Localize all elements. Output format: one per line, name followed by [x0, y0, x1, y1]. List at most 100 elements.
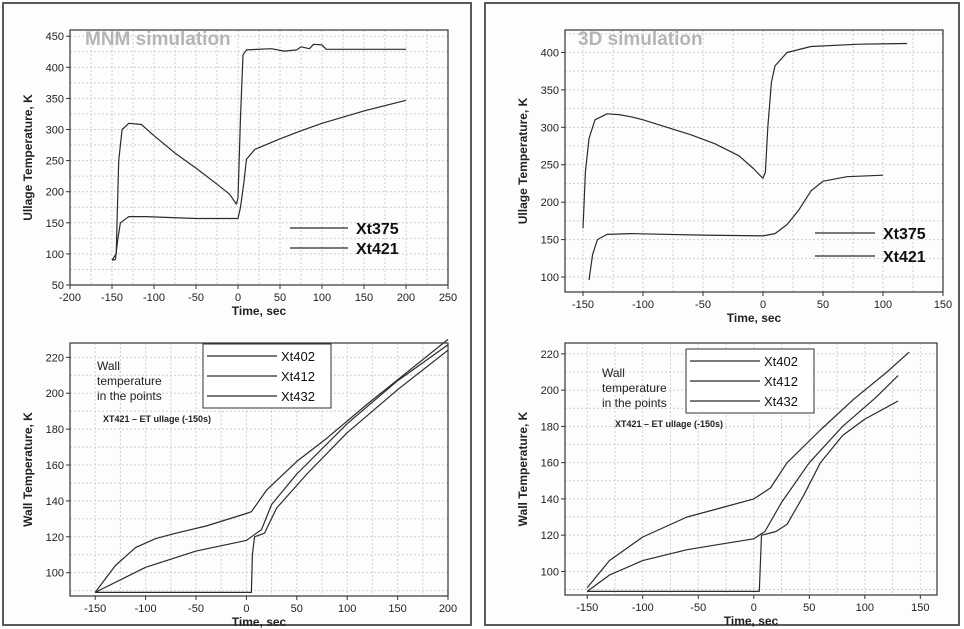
3d-wall-legend-label: Xt412 [764, 374, 798, 389]
mnm-wall-y-tick-label: 180 [46, 424, 64, 436]
3d-wall-y-tick-label: 220 [541, 349, 559, 361]
3d-ullage-y-axis-label: Ullage Temperature, K [516, 97, 530, 224]
3d-ullage-y-tick-label: 350 [541, 85, 559, 97]
3d-wall-legend-label: Xt432 [764, 394, 798, 409]
3d-wall-plot-frame [564, 342, 938, 596]
mnm-wall-annotation-line: in the points [97, 389, 162, 403]
mnm-wall-series-xt432 [95, 349, 449, 594]
mnm-ullage-x-tick-label: -200 [59, 292, 81, 304]
3d-ullage-x-axis-label: Time, sec [727, 311, 782, 325]
3d-ullage-x-tick-label: -100 [632, 299, 654, 311]
3d-ullage-series-xt375 [582, 42, 908, 229]
3d-ullage-x-tick-label: 0 [760, 299, 766, 311]
mnm-ullage-x-tick-label: 50 [274, 292, 286, 304]
mnm-ullage-x-axis-label: Time, sec [232, 304, 287, 318]
mnm-ullage-series-xt421 [111, 99, 407, 261]
mnm-ullage-y-tick-label: 350 [46, 93, 64, 105]
mnm-ullage-y-tick-label: 250 [46, 156, 64, 168]
3d-wall-x-tick-label: 100 [856, 602, 874, 614]
3d-ullage-series-xt421 [588, 174, 884, 281]
mnm-wall-legend-label: Xt402 [281, 349, 315, 364]
mnm-ullage-x-tick-label: -100 [143, 292, 165, 304]
mnm-ullage-y-tick-label: 50 [52, 280, 64, 292]
mnm-ullage-y-tick-label: 150 [46, 218, 64, 230]
3d-simulation-panel [484, 2, 960, 626]
3d-ullage-x-tick-label: -150 [572, 299, 594, 311]
mnm-wall-y-tick-label: 120 [46, 532, 64, 544]
mnm-ullage-title: MNM simulation [85, 29, 231, 50]
mnm-wall-annotation-line: Wall [97, 359, 120, 373]
mnm-wall-annotation-note: XT421 – ET ullage (-150s) [103, 414, 211, 424]
mnm-wall-y-tick-label: 160 [46, 460, 64, 472]
mnm-wall-y-tick-label: 100 [46, 568, 64, 580]
mnm-wall-x-tick-label: 150 [388, 603, 406, 615]
3d-wall-legend-label: Xt402 [764, 354, 798, 369]
mnm-wall-x-tick-label: -100 [135, 603, 157, 615]
3d-ullage-y-tick-label: 150 [541, 235, 559, 247]
mnm-wall-x-tick-label: -50 [188, 603, 204, 615]
mnm-ullage-x-tick-label: 250 [439, 292, 457, 304]
3d-wall-x-tick-label: -150 [576, 602, 598, 614]
3d-ullage-plot-frame [564, 29, 944, 293]
mnm-ullage-y-axis-label: Ullage Temperature, K [21, 94, 35, 221]
mnm-ullage-x-tick-label: 100 [313, 292, 331, 304]
3d-wall-annotation-line: temperature [602, 381, 667, 395]
mnm-ullage-y-tick-label: 400 [46, 62, 64, 74]
mnm-ullage-series-xt375 [111, 43, 406, 261]
3d-ullage-title: 3D simulation [578, 29, 703, 50]
mnm-ullage-legend-label: Xt421 [356, 241, 399, 258]
3d-wall-y-tick-label: 140 [541, 494, 559, 506]
3d-wall-x-axis-label: Time, sec [724, 614, 779, 628]
mnm-wall-plot-frame [69, 342, 449, 597]
mnm-wall-x-tick-label: 50 [291, 603, 303, 615]
mnm-wall-y-axis-label: Wall Temperature, K [21, 412, 35, 527]
mnm-wall-x-tick-label: -150 [84, 603, 106, 615]
3d-wall-y-tick-label: 180 [541, 421, 559, 433]
3d-ullage-x-tick-label: 150 [934, 299, 952, 311]
3d-ullage-y-tick-label: 200 [541, 197, 559, 209]
mnm-ullage-y-tick-label: 450 [46, 31, 64, 43]
mnm-wall-x-tick-label: 0 [243, 603, 249, 615]
mnm-ullage-x-tick-label: -50 [188, 292, 204, 304]
3d-wall-y-tick-label: 100 [541, 566, 559, 578]
mnm-ullage-legend-label: Xt375 [356, 221, 399, 238]
mnm-ullage-x-tick-label: 0 [235, 292, 241, 304]
3d-ullage-x-tick-label: 100 [874, 299, 892, 311]
mnm-ullage-y-tick-label: 200 [46, 187, 64, 199]
3d-wall-x-tick-label: -50 [690, 602, 706, 614]
3d-wall-y-tick-label: 120 [541, 530, 559, 542]
3d-wall-annotation-line: Wall [602, 366, 625, 380]
3d-wall-annotation-note: XT421 – ET ullage (-150s) [615, 419, 723, 429]
mnm-ullage-x-tick-label: 200 [397, 292, 415, 304]
mnm-wall-x-tick-label: 100 [338, 603, 356, 615]
3d-ullage-y-tick-label: 300 [541, 122, 559, 134]
3d-wall-series-xt432 [587, 400, 899, 593]
3d-ullage-x-tick-label: 50 [817, 299, 829, 311]
3d-wall-y-tick-label: 200 [541, 385, 559, 397]
mnm-simulation-panel [2, 2, 472, 626]
mnm-ullage-x-tick-label: -150 [101, 292, 123, 304]
mnm-wall-legend-label: Xt412 [281, 369, 315, 384]
3d-wall-x-tick-label: 50 [803, 602, 815, 614]
3d-ullage-legend-label: Xt375 [883, 226, 926, 243]
3d-ullage-legend-label: Xt421 [883, 249, 926, 266]
mnm-ullage-y-tick-label: 300 [46, 125, 64, 137]
3d-ullage-y-tick-label: 250 [541, 160, 559, 172]
mnm-wall-legend-label: Xt432 [281, 389, 315, 404]
mnm-wall-x-tick-label: 200 [439, 603, 457, 615]
mnm-wall-series-xt402 [94, 338, 449, 593]
3d-wall-series-xt412 [586, 375, 899, 592]
3d-ullage-y-tick-label: 100 [541, 272, 559, 284]
mnm-ullage-y-tick-label: 100 [46, 249, 64, 261]
3d-wall-x-tick-label: 0 [751, 602, 757, 614]
3d-wall-y-tick-label: 160 [541, 458, 559, 470]
mnm-wall-annotation-line: temperature [97, 374, 162, 388]
mnm-wall-y-tick-label: 140 [46, 496, 64, 508]
3d-wall-y-axis-label: Wall Temperature, K [516, 411, 530, 526]
mnm-wall-x-axis-label: Time, sec [232, 615, 287, 629]
3d-ullage-x-tick-label: -50 [695, 299, 711, 311]
3d-wall-annotation-line: in the points [602, 396, 667, 410]
mnm-ullage-x-tick-label: 150 [355, 292, 373, 304]
3d-wall-series-xt402 [586, 351, 910, 589]
